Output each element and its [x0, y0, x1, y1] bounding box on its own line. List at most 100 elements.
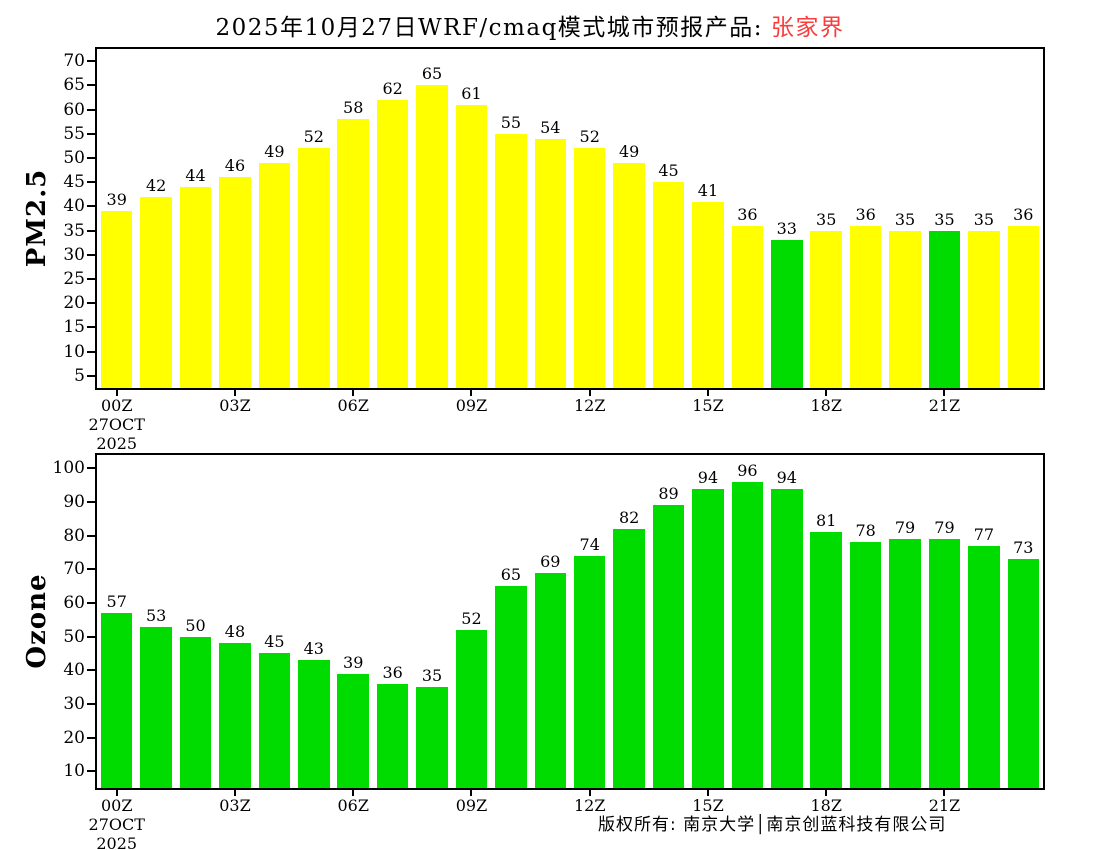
bar: [258, 653, 291, 788]
bar-value-label: 94: [776, 467, 797, 487]
y-tick-mark: [87, 326, 95, 329]
x-tick-label: 18Z: [810, 396, 842, 415]
bar-value-label: 74: [579, 534, 600, 554]
y-tick-label: 80: [63, 525, 85, 546]
y-tick-mark: [87, 302, 95, 305]
bar: [298, 660, 330, 788]
bar-value-label: 45: [264, 632, 285, 652]
bar-value-label: 82: [618, 508, 640, 527]
bar: [179, 636, 212, 788]
y-tick-label: 15: [63, 317, 85, 338]
y-tick-mark: [87, 501, 95, 504]
x-tick-mark: [706, 388, 709, 396]
bar-value-label: 42: [145, 175, 167, 195]
x-tick-mark: [352, 788, 355, 796]
bar-value-label: 58: [343, 98, 364, 118]
y-tick-label: 60: [63, 99, 85, 120]
y-tick-label: 45: [63, 172, 85, 193]
bar-value-label: 65: [421, 64, 443, 84]
y-tick-label: 50: [63, 147, 85, 168]
bar-value-label: 35: [934, 209, 955, 229]
x-tick-label: 12Z: [573, 396, 606, 415]
bar-value-label: 52: [303, 127, 324, 147]
x-tick-mark: [115, 788, 118, 796]
y-tick-mark: [87, 568, 95, 571]
x-tick-mark: [943, 388, 946, 396]
y-tick-mark: [87, 229, 95, 232]
y-tick-label: 40: [63, 196, 85, 217]
y-tick-label: 100: [52, 458, 85, 479]
y-tick-mark: [87, 108, 95, 111]
bar: [692, 201, 724, 388]
y-tick-label: 35: [63, 220, 85, 241]
bar-value-label: 41: [697, 180, 719, 200]
bar: [810, 532, 842, 788]
y-tick-mark: [87, 736, 95, 739]
bar-value-label: 79: [894, 518, 916, 538]
y-tick-label: 55: [63, 123, 85, 144]
bar: [652, 182, 685, 388]
y-tick-label: 10: [63, 761, 85, 782]
bar: [534, 138, 567, 388]
page-title: 2025年10月27日WRF/cmaq模式城市预报产品: 张家界: [0, 8, 1060, 42]
y-tick-mark: [87, 602, 95, 604]
y-tick-mark: [87, 702, 95, 705]
bar-value-label: 39: [343, 652, 364, 672]
bar: [613, 162, 645, 388]
bar-value-label: 48: [224, 622, 246, 642]
y-tick-mark: [87, 534, 95, 537]
x-tick-mark: [825, 388, 828, 396]
y-tick-label: 30: [63, 244, 85, 265]
bar-value-label: 49: [264, 141, 285, 161]
x-tick-mark: [588, 388, 591, 396]
ozone-axis-label: Ozone: [22, 573, 52, 669]
x-tick-label: 00Z 27OCT 2025: [88, 396, 145, 453]
x-tick-label: 12Z: [573, 796, 606, 815]
x-tick-label: 09Z: [455, 396, 488, 415]
bar-value-label: 36: [737, 204, 758, 224]
bar: [692, 488, 724, 788]
bar: [495, 133, 527, 388]
bar-value-label: 62: [382, 78, 403, 98]
bar: [376, 683, 409, 788]
bar: [337, 673, 369, 788]
bar: [731, 481, 764, 788]
bar: [731, 225, 764, 388]
y-tick-label: 60: [63, 593, 85, 613]
bar-value-label: 44: [185, 166, 206, 186]
bar: [100, 613, 133, 788]
bar-value-label: 43: [303, 639, 324, 659]
bar: [1007, 225, 1040, 388]
bar-value-label: 36: [1013, 204, 1034, 224]
bar-value-label: 49: [618, 141, 640, 161]
y-tick-mark: [87, 669, 95, 672]
bar-value-label: 89: [658, 484, 679, 504]
title-text: 2025年10月27日WRF/cmaq模式城市预报产品:: [215, 15, 764, 41]
bar: [810, 230, 842, 388]
y-tick-label: 40: [63, 660, 85, 681]
bar: [495, 586, 527, 788]
copyright-text: 版权所有: 南京大学│南京创蓝科技有限公司: [598, 815, 947, 835]
x-tick-mark: [115, 388, 118, 396]
bar-value-label: 69: [540, 551, 561, 571]
x-tick-label: 15Z: [692, 396, 724, 415]
y-tick-label: 90: [63, 492, 85, 513]
y-tick-label: 20: [63, 727, 85, 748]
bar-value-label: 35: [973, 209, 995, 229]
x-tick-mark: [470, 388, 473, 396]
bar: [928, 230, 961, 388]
x-tick-label: 00Z 27OCT 2025: [88, 796, 145, 850]
bar-value-label: 53: [145, 605, 167, 625]
bar-value-label: 36: [382, 662, 403, 682]
x-tick-label: 03Z: [219, 796, 251, 815]
x-tick-mark: [706, 788, 709, 796]
y-tick-label: 70: [63, 51, 85, 72]
y-tick-mark: [87, 374, 95, 377]
y-tick-mark: [87, 181, 95, 184]
bar: [849, 542, 882, 788]
y-tick-label: 25: [63, 269, 85, 290]
y-tick-label: 20: [63, 293, 85, 314]
city-name: 张家界: [771, 15, 845, 41]
bar-value-label: 39: [106, 190, 127, 210]
